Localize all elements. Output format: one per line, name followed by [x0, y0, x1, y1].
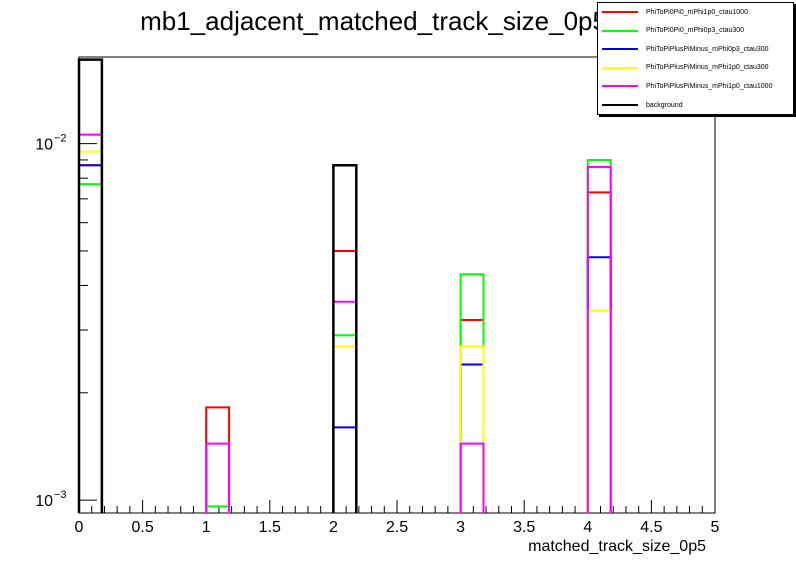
plot-frame	[78, 56, 716, 514]
legend-swatch	[602, 66, 638, 69]
histogram-bar	[586, 191, 612, 513]
y-tick-exponent: −2	[54, 133, 67, 145]
legend-swatch	[602, 48, 638, 51]
x-tick-label: 4	[583, 519, 592, 536]
legend-item: background	[602, 99, 683, 111]
x-tick-label: 5	[711, 519, 720, 536]
series-PhiToPiPlusPiMinus_mPhi1p0_ctau1000	[78, 133, 612, 513]
histogram-bar	[459, 442, 485, 513]
histogram-bar	[459, 345, 485, 513]
legend-item: PhiToPi0Pi0_mPhi0p3_ctau300	[602, 25, 744, 37]
legend-label: background	[646, 101, 683, 109]
legend-item: PhiToPiPlusPiMinus_mPhi0p3_ctau300	[602, 43, 769, 55]
series-background	[77, 58, 358, 513]
x-axis-label: matched_track_size_0p5	[528, 538, 706, 555]
histogram-series	[77, 58, 612, 513]
histogram-bar	[332, 334, 358, 513]
histogram-bar	[459, 363, 485, 513]
x-tick-label: 0	[75, 519, 84, 536]
y-tick-label: 10	[35, 493, 53, 510]
histogram-bar	[586, 158, 612, 513]
x-tick-label: 1.5	[259, 519, 281, 536]
x-tick-label: 1	[202, 519, 211, 536]
x-tick-label: 2.5	[386, 519, 408, 536]
legend-label: PhiToPiPlusPiMinus_mPhi1p0_ctau300	[646, 64, 769, 72]
legend-item: PhiToPi0Pi0_mPhi1p0_ctau1000	[602, 6, 748, 18]
legend-swatch	[602, 29, 638, 32]
histogram-bar	[205, 442, 231, 513]
histogram-bar	[332, 345, 358, 513]
histogram-bar	[586, 256, 612, 513]
legend-swatch	[602, 85, 638, 88]
series-PhiToPiPlusPiMinus_mPhi1p0_ctau300	[78, 150, 612, 513]
series-PhiToPiPlusPiMinus_mPhi0p3_ctau300	[78, 164, 612, 513]
histogram-bar	[77, 58, 104, 513]
histogram-bar	[78, 150, 103, 513]
x-tick-label: 0.5	[131, 519, 153, 536]
x-axis-ticks: 0 0.5 1 1.5 2 2.5 3 3.5 4 4.5 5	[75, 500, 720, 536]
legend-swatch	[602, 11, 638, 13]
series-PhiToPi0Pi0_mPhi0p3_ctau300	[78, 158, 612, 513]
histogram-bar	[586, 165, 612, 513]
x-tick-label: 3	[456, 519, 465, 536]
legend-label: PhiToPi0Pi0_mPhi1p0_ctau1000	[646, 8, 748, 16]
legend: PhiToPi0Pi0_mPhi1p0_ctau1000 PhiToPi0Pi0_…	[597, 2, 794, 115]
histogram-bar	[205, 406, 231, 513]
x-tick-label: 3.5	[513, 519, 535, 536]
histogram-bar	[78, 133, 103, 513]
y-axis-ticks: 10−210−3	[35, 133, 97, 510]
histogram-bar	[332, 426, 358, 513]
series-PhiToPi0Pi0_mPhi1p0_ctau1000	[78, 164, 612, 513]
legend-item: PhiToPiPlusPiMinus_mPhi1p0_ctau300	[602, 62, 769, 74]
histogram-bar	[332, 249, 358, 513]
legend-label: PhiToPi0Pi0_mPhi0p3_ctau300	[646, 27, 745, 35]
x-tick-label: 2	[329, 519, 338, 536]
legend-swatch	[602, 104, 638, 106]
histogram-bar	[459, 319, 485, 513]
histogram-bar	[586, 309, 612, 513]
y-tick-exponent: −3	[54, 489, 67, 501]
histogram-bar	[78, 183, 103, 513]
histogram-bar	[78, 164, 103, 513]
legend-item: PhiToPiPlusPiMinus_mPhi1p0_ctau1000	[602, 80, 772, 92]
histogram-bar	[78, 164, 103, 513]
histogram-bar	[459, 273, 485, 513]
histogram-bar	[205, 505, 231, 513]
legend-label: PhiToPiPlusPiMinus_mPhi0p3_ctau300	[646, 45, 769, 53]
x-tick-label: 4.5	[640, 519, 662, 536]
chart-title: mb1_adjacent_matched_track_size_0p5_0	[140, 6, 636, 36]
histogram-bar	[332, 300, 358, 513]
histogram-bar	[332, 163, 358, 513]
legend-label: PhiToPiPlusPiMinus_mPhi1p0_ctau1000	[646, 82, 773, 90]
y-tick-label: 10	[35, 137, 53, 154]
